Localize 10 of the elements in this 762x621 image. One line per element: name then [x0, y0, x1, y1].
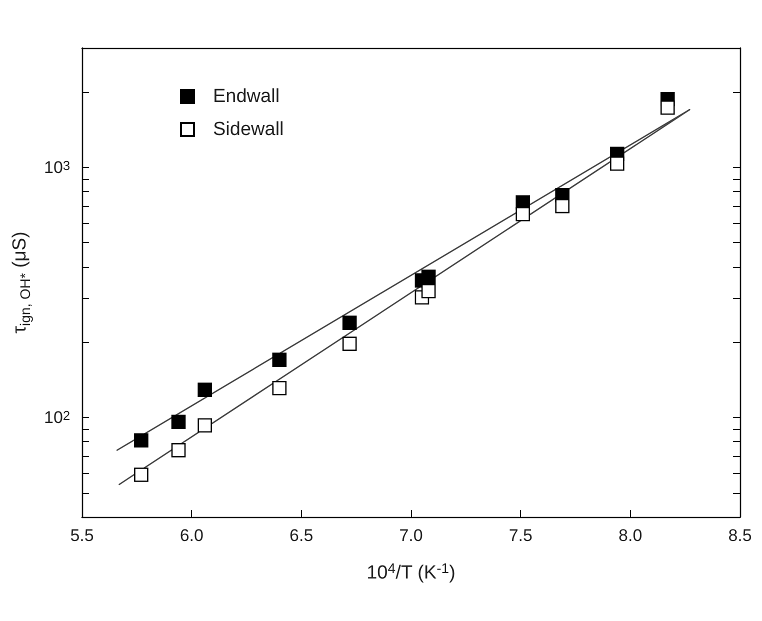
x-tick-label: 6.5	[290, 526, 314, 545]
x-tick-label: 8.0	[618, 526, 642, 545]
legend-label: Endwall	[213, 86, 280, 107]
x-tick-label: 7.5	[508, 526, 532, 545]
x-tick-label: 7.0	[399, 526, 423, 545]
legend-label: Sidewall	[213, 119, 284, 140]
x-tick-label: 6.0	[180, 526, 204, 545]
y-axis-title: τign, OH* (μS)	[10, 232, 33, 334]
x-tick-label: 8.5	[728, 526, 752, 545]
x-tick-label: 5.5	[70, 526, 94, 545]
